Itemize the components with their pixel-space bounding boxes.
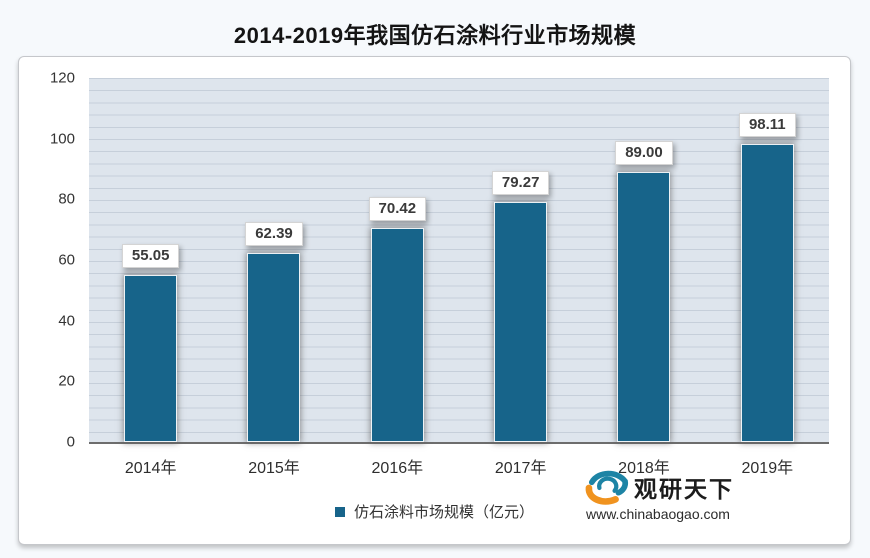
y-tick-label: 40: [58, 312, 75, 330]
bar-value-label: 79.27: [491, 170, 550, 195]
bar-value-label: 55.05: [121, 244, 180, 269]
bar-value-label: 98.11: [738, 113, 796, 138]
chart-card: 0 20 40 60 80 100 120 55.05 62.39 70.42 79.27 89.0…: [18, 56, 851, 545]
x-tick-label: 2015年: [248, 460, 300, 477]
bar-group: 62.39: [212, 78, 335, 442]
bar: [494, 201, 548, 442]
bar-group: 70.42: [336, 78, 459, 442]
x-tick-label: 2018年: [618, 460, 670, 477]
bar-group: 55.05: [89, 78, 212, 442]
brand-watermark: 观研天下 www.chinabaogao.com: [584, 468, 794, 522]
x-tick-label: 2017年: [494, 460, 547, 477]
legend-swatch-icon: [334, 506, 345, 517]
bar-value-label: 89.00: [615, 141, 673, 166]
x-tick-label: 2019年: [741, 460, 794, 477]
bar-value-label: 62.39: [245, 221, 303, 246]
bar-group: 89.00: [582, 78, 705, 442]
x-tick-label: 2014年: [124, 460, 177, 477]
bar-value-label: 70.42: [368, 197, 427, 222]
y-axis: 0 20 40 60 80 100 120: [23, 70, 75, 451]
plot-area: 0 20 40 60 80 100 120 55.05 62.39 70.42 79.27 89.0…: [50, 70, 829, 477]
bar: [247, 252, 301, 442]
bar: [617, 172, 671, 442]
y-tick-label: 20: [58, 372, 75, 390]
y-tick-label: 0: [66, 433, 75, 451]
y-tick-label: 80: [58, 190, 75, 208]
brand-name: 观研天下: [634, 476, 734, 502]
brand-url: www.chinabaogao.com: [586, 506, 730, 522]
legend-label: 仿石涂料市场规模（亿元）: [353, 504, 534, 521]
bars-container: 55.05 62.39 70.42 79.27 89.00 98.11: [89, 78, 829, 442]
bar-group: 98.11: [706, 78, 829, 442]
y-tick-label: 100: [49, 130, 75, 148]
bar: [740, 144, 794, 442]
y-tick-label: 120: [49, 69, 75, 87]
x-axis: 2014年 2015年 2016年 2017年 2018年 2019年: [89, 454, 829, 478]
x-tick-label: 2016年: [371, 460, 424, 477]
swirl-logo-icon: [585, 470, 629, 505]
bar: [124, 275, 178, 442]
bar-group: 79.27: [459, 78, 582, 442]
y-tick-label: 60: [58, 251, 75, 269]
bar: [370, 228, 424, 442]
chart-title: 2014-2019年我国仿石涂料行业市场规模: [233, 23, 637, 48]
legend: 仿石涂料市场规模（亿元）: [19, 501, 850, 522]
